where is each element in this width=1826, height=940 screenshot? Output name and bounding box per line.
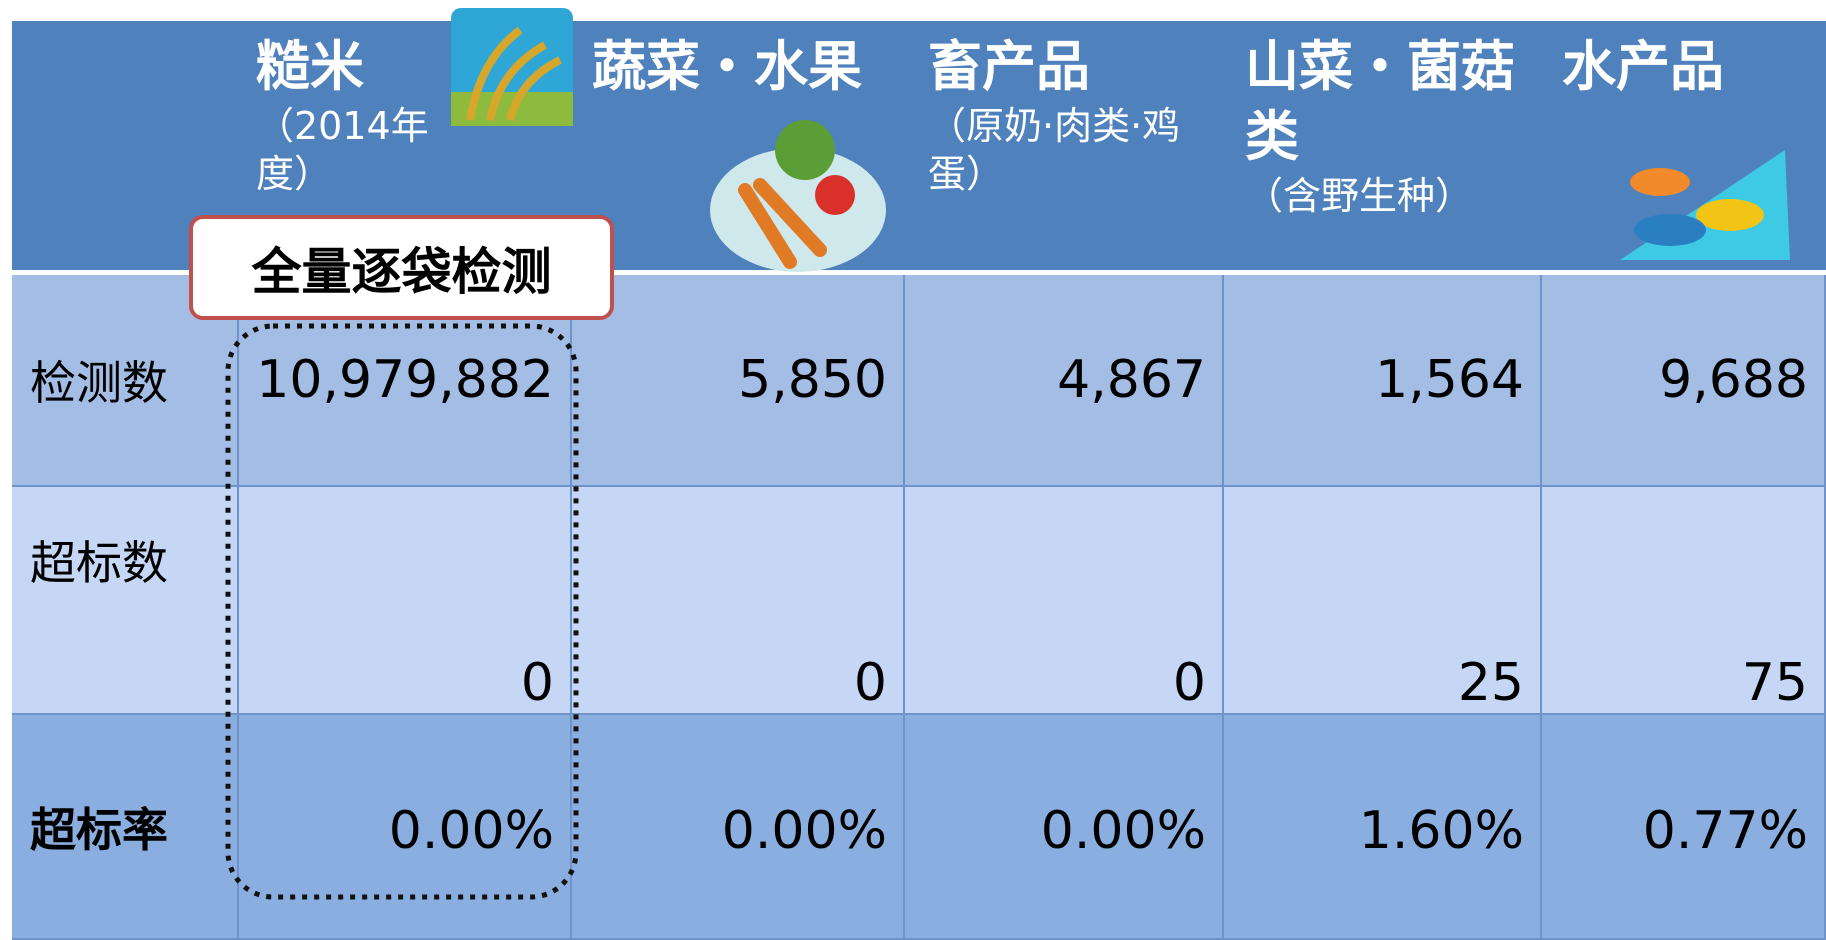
- callout: 全量逐袋检测: [189, 215, 614, 320]
- dotted-highlight: [228, 326, 576, 897]
- column-title: 水产品: [1562, 32, 1812, 102]
- column-header: 糙米（2014年度）: [256, 32, 446, 198]
- column-header: 水产品: [1562, 32, 1812, 102]
- column-subtitle: （2014年度）: [256, 102, 446, 198]
- column-header: 蔬菜・水果: [592, 32, 892, 102]
- column-title: 畜产品: [928, 32, 1228, 102]
- column-header: 畜产品（原奶·肉类·鸡蛋）: [928, 32, 1228, 198]
- vegetable-icon: [710, 120, 886, 272]
- page: 检测数10,979,8825,8504,8671,5649,688超标数0002…: [0, 0, 1826, 940]
- column-title: 蔬菜・水果: [592, 32, 892, 102]
- rice-icon: [451, 8, 573, 126]
- column-title: 糙米: [256, 32, 446, 102]
- fish-icon: [1620, 150, 1790, 260]
- column-subtitle: （含野生种）: [1245, 172, 1535, 220]
- column-subtitle: （原奶·肉类·鸡蛋）: [928, 102, 1228, 198]
- column-header: 山菜・菌菇类（含野生种）: [1245, 32, 1535, 220]
- column-title: 山菜・菌菇类: [1245, 32, 1535, 172]
